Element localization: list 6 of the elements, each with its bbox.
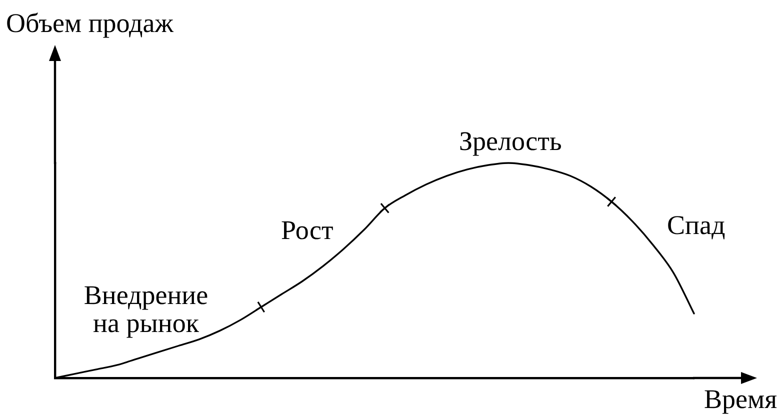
y-axis-title: Объем продаж [6, 8, 174, 38]
text: Зрелость [459, 126, 562, 156]
annotation: Внедрение на рынок [82, 280, 210, 338]
annotation: Спад [667, 210, 726, 240]
annotation: Рост [281, 215, 334, 245]
x-axis-title: Время [704, 384, 777, 414]
